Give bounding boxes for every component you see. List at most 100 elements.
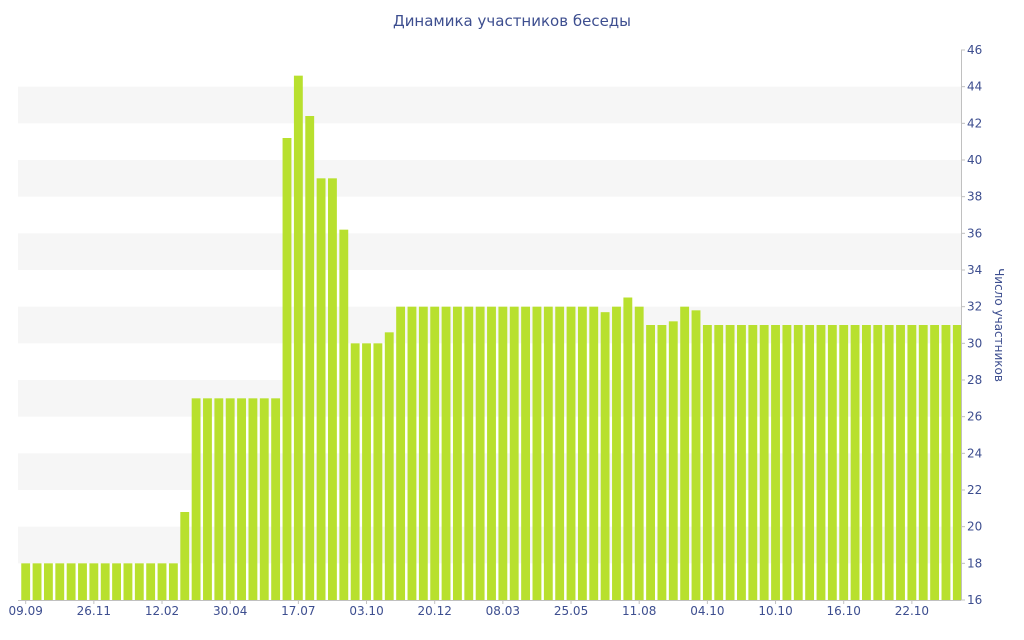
bar xyxy=(89,563,99,600)
bar xyxy=(555,306,565,600)
x-tick-label: 20.12 xyxy=(418,604,452,618)
y-axis-title: Число участников xyxy=(992,268,1006,382)
bar xyxy=(237,398,246,600)
y-tick-label: 24 xyxy=(967,446,982,460)
bar xyxy=(305,116,315,600)
bar xyxy=(100,563,110,600)
bar xyxy=(21,563,31,600)
bar xyxy=(475,306,485,600)
bar xyxy=(180,512,190,600)
x-tick-label: 04.10 xyxy=(690,604,724,618)
bar xyxy=(805,325,815,600)
x-tick-label: 12.02 xyxy=(145,604,179,618)
bar xyxy=(407,306,417,600)
x-tick-label: 22.10 xyxy=(895,604,929,618)
bar xyxy=(782,325,792,600)
bar xyxy=(282,138,292,600)
x-tick-label: 26.11 xyxy=(77,604,111,618)
grid-band xyxy=(18,233,961,270)
bar xyxy=(850,325,860,600)
bar xyxy=(464,306,474,600)
bar xyxy=(248,398,258,600)
bar xyxy=(418,306,428,600)
y-tick-label: 34 xyxy=(967,263,982,277)
bar xyxy=(532,306,542,600)
bar xyxy=(589,306,599,600)
bar xyxy=(339,229,349,600)
grid-band xyxy=(18,86,961,124)
bar xyxy=(759,325,769,600)
y-tick-label: 46 xyxy=(967,43,982,57)
bar xyxy=(623,297,633,600)
bar xyxy=(66,563,76,600)
y-tick-label: 44 xyxy=(967,80,982,94)
bar xyxy=(509,306,519,600)
bar xyxy=(896,325,905,600)
bar xyxy=(884,325,894,600)
bar xyxy=(43,563,53,600)
y-tick-label: 42 xyxy=(967,116,982,130)
bar xyxy=(657,325,667,600)
bar xyxy=(714,325,724,600)
y-tick-label: 16 xyxy=(967,593,982,607)
bar xyxy=(952,325,962,600)
bar xyxy=(737,325,746,600)
y-tick-label: 26 xyxy=(967,410,982,424)
bar xyxy=(691,310,701,600)
bar xyxy=(646,325,655,600)
bar xyxy=(214,398,224,600)
bar xyxy=(78,563,87,600)
x-tick-label: 08.03 xyxy=(486,604,520,618)
y-tick-label: 30 xyxy=(967,336,982,350)
x-tick-label: 11.08 xyxy=(622,604,656,618)
y-tick-label: 18 xyxy=(967,556,982,570)
bar xyxy=(566,306,576,600)
bar xyxy=(32,563,42,600)
bar xyxy=(816,325,826,600)
bar xyxy=(487,306,496,600)
bar xyxy=(861,325,871,600)
x-tick-label: 09.09 xyxy=(9,604,43,618)
y-tick-label: 32 xyxy=(967,300,982,314)
bar xyxy=(668,321,678,600)
bar xyxy=(191,398,201,600)
bar xyxy=(918,325,928,600)
x-tick-label: 03.10 xyxy=(349,604,383,618)
bar xyxy=(293,75,303,600)
bar xyxy=(259,398,269,600)
bar xyxy=(873,325,883,600)
bar xyxy=(373,343,383,600)
x-tick-label: 30.04 xyxy=(213,604,247,618)
bar xyxy=(771,325,780,600)
bar xyxy=(827,325,837,600)
bar xyxy=(941,325,951,600)
y-tick-label: 40 xyxy=(967,153,982,167)
bar xyxy=(907,325,917,600)
bar xyxy=(521,306,531,600)
y-tick-label: 38 xyxy=(967,190,982,204)
bar xyxy=(702,325,712,600)
bar xyxy=(839,325,849,600)
bar xyxy=(112,563,122,600)
bar xyxy=(362,343,371,600)
bar xyxy=(452,306,462,600)
bar xyxy=(55,563,65,600)
bar xyxy=(123,563,133,600)
bar xyxy=(396,306,406,600)
bar xyxy=(725,325,735,600)
bar xyxy=(316,178,326,601)
bar xyxy=(793,325,803,600)
bar xyxy=(146,563,156,600)
bar xyxy=(498,306,508,600)
bar xyxy=(600,312,610,600)
x-tick-label: 17.07 xyxy=(281,604,315,618)
bar xyxy=(612,306,621,600)
bar xyxy=(134,563,144,600)
bar xyxy=(441,306,451,600)
bar xyxy=(350,343,360,600)
grid-band xyxy=(18,160,961,197)
bar xyxy=(748,325,758,600)
bar xyxy=(157,563,167,600)
